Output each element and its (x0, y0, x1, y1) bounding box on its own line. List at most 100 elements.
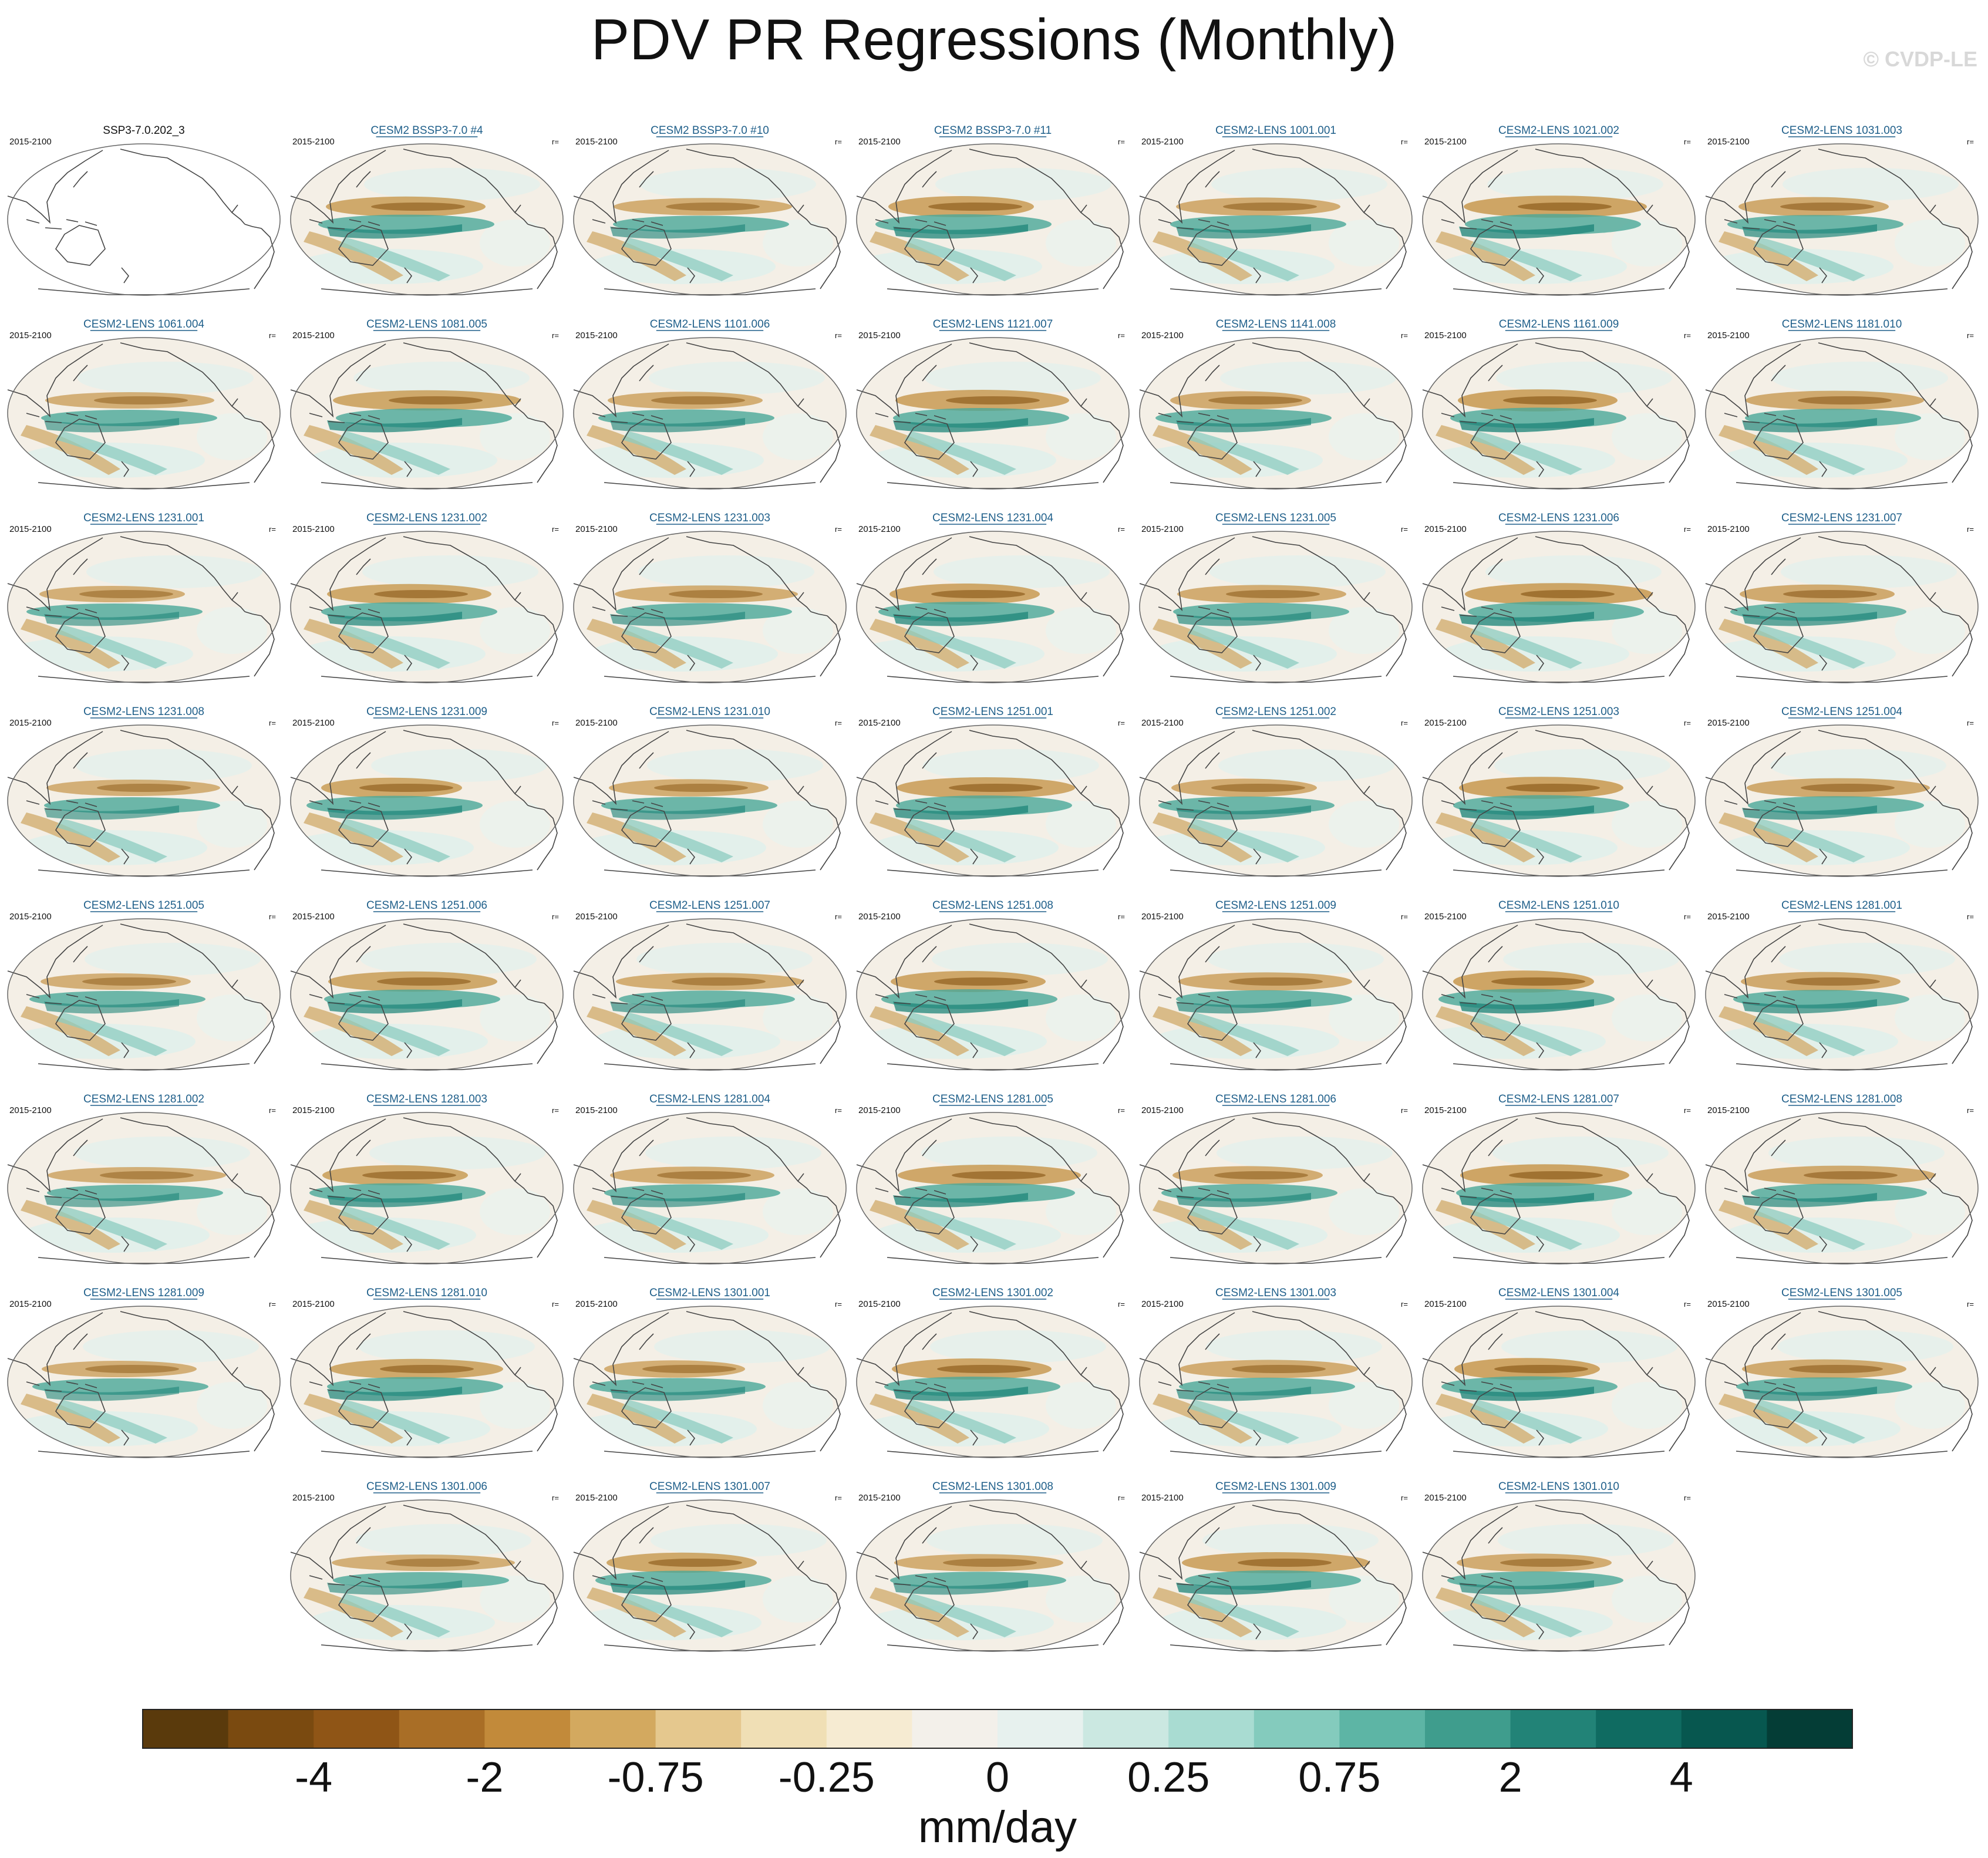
panel-title: CESM2 BSSP3-7.0 #4 (370, 124, 483, 137)
map-border (1139, 531, 1413, 683)
field-band-dry-core (1509, 1171, 1603, 1179)
field-patch-east (1329, 220, 1399, 267)
map-field (1430, 749, 1682, 865)
panel-title: CESM2-LENS 1281.010 (366, 1287, 487, 1299)
field-band-dry-spcz (1436, 619, 1535, 669)
map-panel: CESM2-LENS 1301.010 2015-2100 r= (1422, 1481, 1696, 1652)
panel-title: CESM2-LENS 1301.003 (1215, 1287, 1336, 1299)
field-patch-north (925, 362, 1101, 394)
map-panel: CESM2-LENS 1301.007 2015-2100 r= (573, 1481, 847, 1652)
field-band-wet (333, 1572, 509, 1589)
field-band-wet-core (1176, 224, 1311, 239)
map-field (1140, 1137, 1399, 1253)
field-patch-north (1217, 1137, 1393, 1169)
field-patch-east (1895, 801, 1965, 848)
colorbar-units: mm/day (918, 1802, 1077, 1852)
panel-period: 2015-2100 (1141, 1493, 1184, 1503)
field-band-wet-south (56, 1206, 167, 1250)
field-band-wet-south (56, 625, 167, 669)
map-field (304, 362, 550, 478)
field-band-dry-core (374, 590, 468, 598)
map-panel: CESM2-LENS 1021.002 2015-2100 r= (1422, 124, 1696, 296)
panel-period: 2015-2100 (858, 524, 901, 534)
field-band-wet-south (1754, 1012, 1865, 1056)
map-globe (1422, 1112, 1696, 1264)
field-patch-north (921, 1137, 1097, 1169)
colorbar-swatch (912, 1709, 998, 1748)
map-panel: CESM2-LENS 1281.006 2015-2100 r= (1139, 1093, 1413, 1264)
field-patch-north (1494, 749, 1670, 782)
field-band-dry-spcz (1436, 1200, 1535, 1250)
map-border (290, 918, 564, 1071)
field-band-dry-spcz (21, 1200, 120, 1250)
panel-r-label: r= (1118, 331, 1125, 340)
field-band-dry-core (1521, 590, 1615, 598)
map-globe (1422, 531, 1696, 683)
map-field (300, 943, 550, 1059)
field-band-wet-south (622, 1206, 733, 1250)
field-band-dry-spcz (1153, 812, 1252, 862)
panel-r-label: r= (835, 719, 842, 727)
panel-title: CESM2-LENS 1281.008 (1781, 1093, 1902, 1105)
map-border (573, 531, 847, 683)
field-band-dry-core (952, 1171, 1046, 1179)
field-patch-north (1501, 1330, 1677, 1363)
field-patch-north (362, 555, 538, 588)
field-band-wet-core (44, 612, 179, 626)
field-band-wet-south (1188, 625, 1299, 669)
panel-title: CESM2-LENS 1251.008 (932, 899, 1053, 912)
map-globe (7, 918, 281, 1071)
map-panel: CESM2-LENS 1281.003 2015-2100 r= (290, 1093, 564, 1264)
map-panel: CESM2-LENS 1251.010 2015-2100 r= (1422, 899, 1696, 1071)
map-panel: CESM2-LENS 1251.004 2015-2100 r= (1705, 706, 1979, 877)
map-panel: CESM2-LENS 1281.002 2015-2100 r= (7, 1093, 281, 1264)
field-band-dry-core (97, 784, 191, 792)
field-patch-north (355, 1524, 531, 1557)
panel-period: 2015-2100 (1141, 331, 1184, 340)
field-patch-east (197, 801, 267, 848)
field-band-wet-core (1176, 418, 1311, 433)
map-field (291, 749, 550, 865)
map-panel: CESM2-LENS 1281.009 2015-2100 r= (7, 1287, 281, 1458)
field-band-dry-spcz (21, 1006, 120, 1056)
field-band-wet-south (1754, 1400, 1865, 1444)
map-border (856, 143, 1130, 296)
map-panel: CESM2 BSSP3-7.0 #4 2015-2100 r= (290, 124, 564, 296)
map-border (573, 143, 847, 296)
panel-period: 2015-2100 (575, 912, 618, 922)
panel-title: CESM2-LENS 1181.010 (1782, 318, 1902, 331)
field-patch-east (1895, 1382, 1965, 1429)
field-band-dry-spcz (21, 425, 120, 475)
field-patch-north (645, 1137, 821, 1169)
map-globe (7, 531, 281, 683)
field-patch-north (654, 1330, 830, 1363)
field-patch-north (85, 943, 261, 976)
colorbar-swatch (655, 1709, 742, 1748)
panel-r-label: r= (1967, 525, 1974, 534)
map-panel: CESM2-LENS 1231.002 2015-2100 r= (290, 512, 564, 683)
field-band-dry-spcz (587, 619, 686, 669)
field-patch-north (1779, 943, 1955, 976)
field-band-dry-core (100, 1171, 194, 1179)
field-patch-north (1503, 943, 1679, 976)
map-border (1139, 337, 1413, 490)
field-band-dry-spcz (304, 1587, 403, 1637)
map-border (7, 918, 281, 1071)
field-band-wet-core (893, 999, 1028, 1014)
colorbar-swatch (399, 1709, 485, 1748)
map-panel: CESM2-LENS 1251.001 2015-2100 r= (856, 706, 1130, 877)
panel-period: 2015-2100 (858, 1493, 901, 1503)
map-globe (856, 1112, 1130, 1264)
map-panel: CESM2-LENS 1161.009 2015-2100 r= (1422, 318, 1696, 490)
field-band-dry-spcz (1719, 812, 1818, 862)
field-band-dry-spcz (1436, 1587, 1535, 1637)
panel-title: CESM2-LENS 1281.009 (83, 1287, 204, 1299)
field-band-wet-core (610, 1387, 745, 1401)
map-panel: CESM2-LENS 1251.008 2015-2100 r= (856, 899, 1130, 1071)
map-border (7, 724, 281, 877)
panel-r-label: r= (835, 1106, 842, 1115)
field-band-dry-core (82, 977, 176, 986)
field-patch-north (1768, 1137, 1945, 1169)
field-band-wet-south (1471, 1012, 1582, 1056)
field-band-dry-core (946, 396, 1040, 404)
